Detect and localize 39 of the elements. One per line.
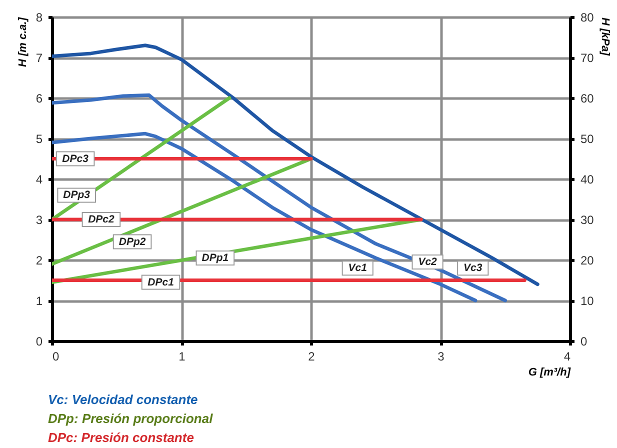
annotation: DPp2 <box>118 236 146 248</box>
y2-tick-label: 80 <box>580 10 594 24</box>
y-tick-label: 4 <box>36 172 43 186</box>
y2-tick-label: 70 <box>580 51 594 65</box>
line-series <box>52 44 540 286</box>
text: DPc: Presión constante <box>48 430 194 445</box>
y-tick-label: 0 <box>36 334 43 348</box>
y-tick-label: 6 <box>36 92 43 106</box>
y-tick-label: 5 <box>36 132 43 146</box>
y2-tick-label: 40 <box>580 172 594 186</box>
y2-tick-label: 30 <box>580 213 594 227</box>
y2-tick-label: 60 <box>580 92 594 106</box>
annotation: DPc1 <box>148 276 174 288</box>
annotation: DPp3 <box>63 189 90 202</box>
y-tick-label: 3 <box>36 213 43 227</box>
y-tick-label: 7 <box>36 51 43 65</box>
annotation: Vc1 <box>348 262 368 274</box>
y2-axis-title: H [kPa] <box>598 18 611 56</box>
x-tick-label: 4 <box>564 350 571 364</box>
y-axis-title: H [m c.a.] <box>16 17 29 68</box>
x-tick-label: 1 <box>178 350 186 364</box>
annotation: DPp1 <box>202 252 229 264</box>
y-tick-label: 8 <box>36 10 43 24</box>
annotation: Vc3 <box>464 262 482 274</box>
y2-tick-label: 50 <box>580 132 594 146</box>
text: DPp: Presión proporcional <box>48 411 214 426</box>
x-axis-title: G [m³/h] <box>528 366 571 378</box>
text: Vc: Velocidad constante <box>48 392 198 407</box>
x-tick-label: 3 <box>438 350 445 364</box>
annotation: Vc2 <box>418 256 438 268</box>
annotation: DPc2 <box>88 214 115 226</box>
x-tick-label: 2 <box>308 350 316 364</box>
y-tick-label: 1 <box>36 294 43 308</box>
annotation: DPc3 <box>62 152 89 165</box>
y2-tick-label: 20 <box>580 254 594 268</box>
x-tick-label: 0 <box>52 350 60 364</box>
y-tick-label: 2 <box>36 254 43 268</box>
y2-tick-label: 0 <box>580 334 588 348</box>
y2-tick-label: 10 <box>580 294 594 308</box>
